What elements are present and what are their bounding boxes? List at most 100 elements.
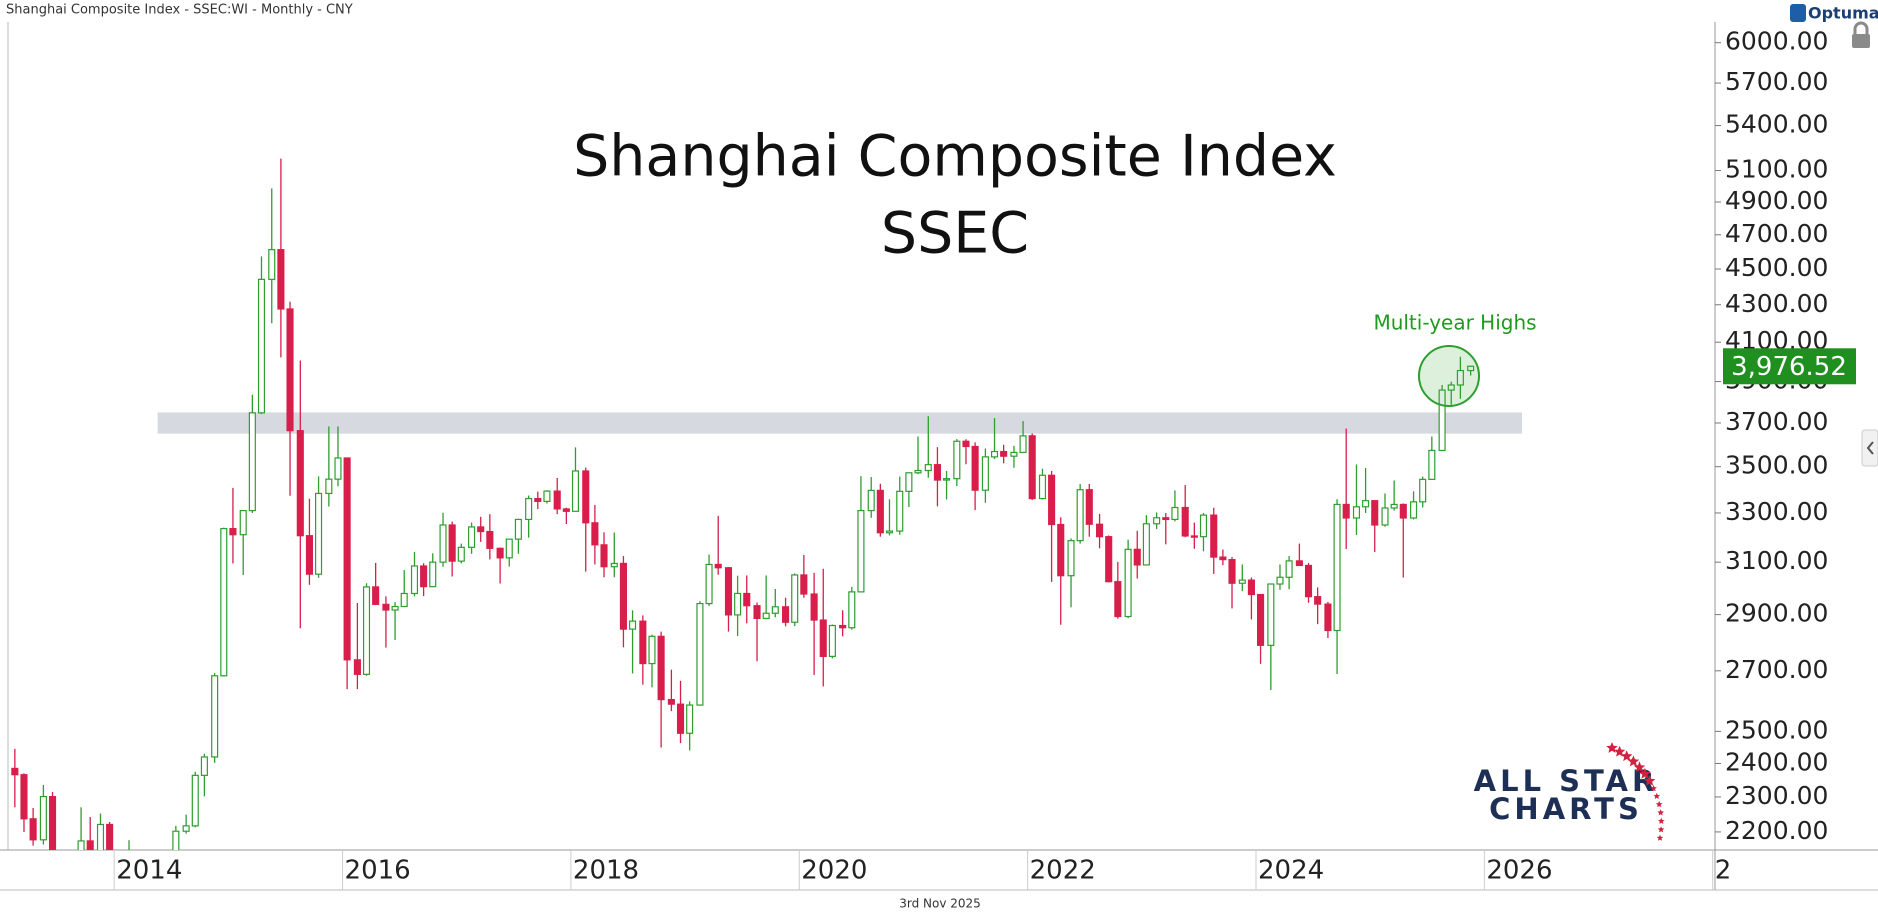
- candle-body: [257, 278, 266, 414]
- candle-body: [591, 522, 599, 546]
- candle-body: [1067, 540, 1075, 577]
- candle-body: [182, 825, 190, 832]
- candle-body: [1419, 478, 1427, 503]
- candle-body: [496, 547, 504, 559]
- plot-area: [11, 158, 1523, 850]
- candle-body: [325, 478, 333, 495]
- logo-star: [1639, 767, 1651, 779]
- candle-body: [791, 574, 799, 623]
- y-tick-label: 2300.00: [1725, 781, 1828, 810]
- candle-body: [96, 823, 105, 850]
- candle-body: [1295, 560, 1303, 567]
- candle-body: [686, 704, 694, 734]
- candle-body: [1153, 517, 1161, 525]
- candle-body: [971, 445, 979, 491]
- candle-body: [505, 538, 513, 559]
- y-tick-label: 3100.00: [1725, 546, 1828, 575]
- candle-body: [896, 490, 904, 532]
- candle-body: [753, 605, 761, 620]
- candle-body: [1257, 593, 1265, 646]
- candle-body: [1399, 503, 1407, 519]
- candle-body: [962, 440, 970, 448]
- resistance-band: [157, 412, 1523, 434]
- candle-body: [1304, 564, 1313, 598]
- candle-body: [286, 308, 294, 432]
- candle-body: [172, 830, 180, 850]
- chart-title: Shanghai Composite Index: [573, 124, 1337, 190]
- x-tick-label: 2024: [1258, 856, 1324, 886]
- y-tick-label: 4300.00: [1725, 289, 1828, 318]
- y-tick-label: 5700.00: [1725, 67, 1828, 96]
- candle-body: [268, 249, 276, 280]
- candle-body: [1096, 523, 1104, 538]
- candle-body: [724, 567, 733, 616]
- candle-body: [334, 457, 342, 480]
- candle-body: [48, 796, 57, 850]
- candle-body: [610, 562, 618, 568]
- candle-body: [714, 563, 722, 569]
- y-tick-label: 4700.00: [1725, 219, 1828, 248]
- candle-body: [981, 456, 989, 491]
- candle-body: [1028, 435, 1036, 500]
- candle-body: [943, 478, 951, 481]
- candle-body: [1428, 449, 1436, 480]
- collapse-handle[interactable]: [1861, 429, 1878, 467]
- candle-body: [439, 524, 447, 563]
- y-tick-label: 6000.00: [1725, 27, 1828, 56]
- candle-body: [990, 450, 999, 458]
- lock-icon[interactable]: [1852, 21, 1870, 48]
- candle-body: [457, 546, 465, 562]
- candle-body: [1048, 474, 1056, 526]
- candle-body: [296, 430, 304, 537]
- candle-body: [211, 675, 219, 758]
- logo-star: [1650, 784, 1657, 792]
- candle-body: [657, 635, 665, 701]
- candle-body: [525, 497, 533, 521]
- candle-body: [1352, 506, 1361, 519]
- candle-body: [420, 565, 428, 588]
- candle-body: [1247, 579, 1255, 596]
- candle-body: [1333, 503, 1341, 632]
- candle-body: [534, 497, 542, 502]
- candle-body: [1276, 576, 1284, 585]
- candle-body: [1285, 560, 1293, 578]
- candle-body: [1085, 489, 1093, 525]
- candle-body: [1267, 583, 1275, 646]
- candle-body: [629, 620, 637, 630]
- candle-body: [20, 774, 28, 820]
- candle-body: [648, 635, 656, 665]
- logo-star: [1656, 834, 1664, 841]
- footer-date: 3rd Nov 2025: [899, 897, 981, 911]
- candle-body: [867, 489, 875, 512]
- logo-star: [1643, 774, 1656, 786]
- candle-body: [1238, 579, 1246, 584]
- candle-body: [1362, 500, 1370, 508]
- candle-body: [1324, 603, 1332, 632]
- logo-star: [1627, 755, 1640, 767]
- candle-body: [1390, 503, 1398, 509]
- candle-body: [382, 603, 390, 611]
- logo-star: [1633, 761, 1646, 773]
- candle-body: [571, 470, 580, 512]
- candle-body: [676, 703, 685, 734]
- highlight-circle: [1418, 345, 1480, 407]
- candle-body: [220, 528, 228, 677]
- candle-body: [429, 561, 437, 588]
- brand-icon: [1790, 4, 1806, 22]
- candle-body: [1342, 503, 1350, 519]
- logo-star: [1657, 826, 1665, 833]
- candle-body: [1219, 556, 1227, 561]
- last-price-label: 3,976.52: [1731, 352, 1847, 382]
- x-tick-label: 2014: [116, 856, 182, 886]
- candle-body: [819, 619, 827, 657]
- y-tick-label: 4500.00: [1725, 253, 1828, 282]
- candle-body: [600, 544, 608, 568]
- y-tick-label: 3500.00: [1725, 451, 1828, 480]
- candle-body: [1142, 523, 1150, 566]
- candle-body: [468, 526, 476, 548]
- candle-body: [229, 528, 237, 536]
- annotation: Multi-year Highs: [1373, 311, 1536, 335]
- candle-body: [372, 586, 380, 605]
- candle-body: [953, 440, 961, 480]
- logo-star: [1658, 817, 1665, 824]
